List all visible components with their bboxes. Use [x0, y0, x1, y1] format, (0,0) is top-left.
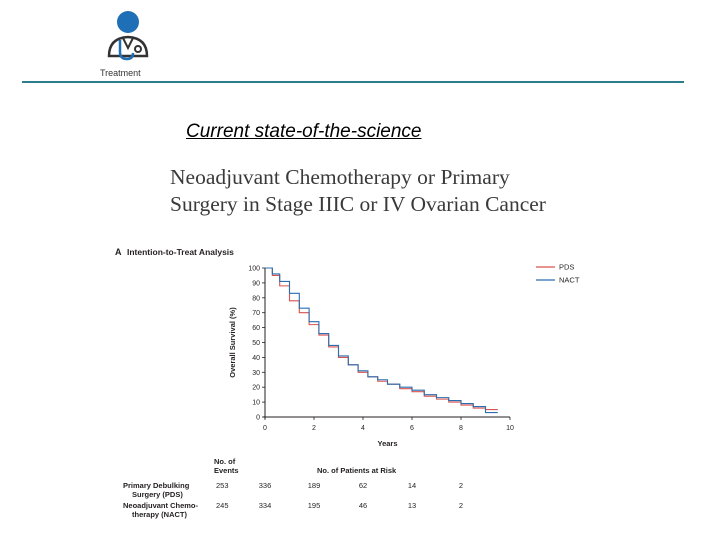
at-risk-header: No. of Patients at Risk: [317, 466, 397, 475]
doctor-stethoscope-icon: [107, 11, 149, 61]
y-tick-label: 30: [252, 370, 260, 377]
risk-at-risk-value: 189: [308, 481, 321, 490]
y-tick-label: 50: [252, 340, 260, 347]
y-tick-label: 60: [252, 325, 260, 332]
x-axis-label: Years: [377, 439, 397, 448]
risk-at-risk-value: 13: [408, 501, 416, 510]
x-tick-label: 8: [459, 425, 463, 432]
risk-at-risk-value: 62: [359, 481, 367, 490]
series-pds-line: [265, 267, 498, 411]
events-header: Events: [214, 466, 239, 475]
y-tick-label: 70: [252, 310, 260, 317]
legend-label-pds: PDS: [559, 263, 574, 272]
y-tick-label: 20: [252, 385, 260, 392]
chart-heading: A Intention-to-Treat Analysis: [115, 247, 234, 257]
series-layer: [265, 267, 498, 414]
y-tick-label: 100: [248, 266, 260, 273]
series-nact-line: [265, 267, 498, 414]
y-tick-label: 0: [256, 415, 260, 422]
legend-label-nact: NACT: [559, 276, 580, 285]
x-tick-label: 0: [263, 425, 267, 432]
y-tick-label: 80: [252, 295, 260, 302]
paper-title-line-2: Surgery in Stage IIIC or IV Ovarian Canc…: [170, 192, 546, 216]
risk-row-label: Primary Debulking: [123, 481, 190, 490]
x-tick-label: 10: [506, 425, 514, 432]
x-tick-label: 2: [312, 425, 316, 432]
x-tick-label: 4: [361, 425, 365, 432]
paper-title: Neoadjuvant Chemotherapy or Primary Surg…: [170, 164, 590, 218]
risk-at-risk-value: 46: [359, 501, 367, 510]
axes: 0 10 20 30 40 50 60 70 80 90 100 0 2 4 6 8 10 Years Overal…: [228, 266, 514, 449]
y-tick-label: 10: [252, 400, 260, 407]
y-tick-label: 40: [252, 355, 260, 362]
y-tick-label: 90: [252, 280, 260, 287]
slide-title: Current state-of-the-science: [186, 121, 422, 142]
survival-chart: A Intention-to-Treat Analysis 0102030405…: [115, 247, 580, 519]
risk-events-value: 253: [216, 481, 229, 490]
events-header: No. of: [214, 457, 236, 466]
header-divider: [22, 81, 684, 83]
risk-row-label: Neoadjuvant Chemo-: [123, 501, 199, 510]
legend: PDS NACT: [536, 263, 580, 285]
risk-at-risk-value: 2: [459, 501, 463, 510]
y-axis-label: Overall Survival (%): [228, 307, 237, 378]
risk-row-label: Surgery (PDS): [132, 490, 183, 499]
risk-at-risk-value: 195: [308, 501, 321, 510]
panel-label: A: [115, 247, 122, 257]
risk-row-label: therapy (NACT): [132, 510, 188, 519]
risk-events-value: 245: [216, 501, 229, 510]
chart-title: Intention-to-Treat Analysis: [127, 247, 234, 257]
x-tick-label: 6: [410, 425, 414, 432]
paper-title-line-1: Neoadjuvant Chemotherapy or Primary: [170, 165, 510, 189]
risk-at-risk-value: 336: [259, 481, 272, 490]
risk-at-risk-value: 14: [408, 481, 416, 490]
logo-label: Treatment: [100, 68, 141, 78]
risk-at-risk-value: 334: [259, 501, 272, 510]
risk-at-risk-value: 2: [459, 481, 463, 490]
